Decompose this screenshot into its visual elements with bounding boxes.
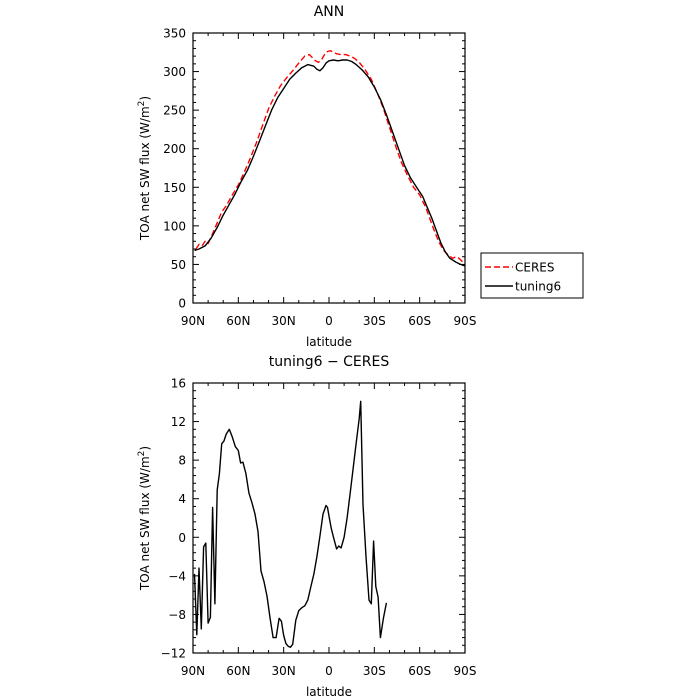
- chart-title: tuning6 − CERES: [269, 354, 390, 370]
- x-axis-label: latitude: [306, 335, 352, 349]
- y-axis-label-superscript: 2: [137, 101, 147, 107]
- y-tick-label: −4: [168, 569, 186, 583]
- y-axis-label-main: TOA net SW flux (W/m: [138, 456, 152, 591]
- legend-label: tuning6: [515, 280, 561, 294]
- y-axis-label: TOA net SW flux (W/m2): [137, 96, 152, 241]
- y-tick-label: 350: [163, 27, 186, 41]
- series-line-tuning6: [194, 59, 466, 267]
- y-tick-label: 300: [163, 65, 186, 79]
- x-tick-label: 0: [325, 314, 333, 328]
- x-tick-label: 90N: [181, 664, 205, 678]
- legend-label: CERES: [515, 261, 555, 275]
- legend-box: [480, 252, 584, 299]
- bottom-panel: 90N 60N 30N 0 30S 60S 90S −12 −8 −4 0 4 8 12 16 tuning6…: [137, 354, 476, 699]
- y-tick-label: 150: [163, 181, 186, 195]
- y-axis-label-close: ): [138, 446, 152, 451]
- top-panel: 90N 60N 30N 0 30S 60S 90S 0 50 100 150 200 250 300 350…: [137, 4, 476, 349]
- x-axis-label: latitude: [306, 685, 352, 699]
- x-tick-label: 60N: [226, 314, 250, 328]
- y-tick-label: 12: [171, 415, 186, 429]
- x-tick-label: 30S: [363, 314, 386, 328]
- legend: CERES tuning6: [480, 252, 584, 299]
- y-tick-label: 0: [178, 297, 186, 311]
- y-tick-label: 200: [163, 142, 186, 156]
- series-line-ceres: [195, 50, 466, 264]
- x-tick-label: 30N: [272, 664, 296, 678]
- x-tick-label: 30S: [363, 664, 386, 678]
- y-tick-label: 16: [171, 377, 186, 391]
- x-tick-label: 60S: [408, 664, 431, 678]
- y-axis-label-close: ): [138, 96, 152, 101]
- series-line-tuning6-ceres: [193, 400, 388, 648]
- y-tick-label: −8: [168, 608, 186, 622]
- x-tick-label: 90S: [454, 664, 477, 678]
- y-tick-label: 50: [171, 258, 186, 272]
- x-tick-label: 30N: [272, 314, 296, 328]
- y-tick-label: 8: [178, 454, 186, 468]
- x-tick-label: 60N: [226, 664, 250, 678]
- y-tick-label: 4: [178, 492, 186, 506]
- y-tick-label: −12: [161, 647, 186, 661]
- chart-title: ANN: [314, 4, 345, 20]
- x-tick-label: 90N: [181, 314, 205, 328]
- x-tick-label: 60S: [408, 314, 431, 328]
- y-tick-label: 250: [163, 104, 186, 118]
- y-axis-label-main: TOA net SW flux (W/m: [138, 106, 152, 241]
- y-axis-label: TOA net SW flux (W/m2): [137, 446, 152, 591]
- y-tick-label: 100: [163, 219, 186, 233]
- x-tick-label: 90S: [454, 314, 477, 328]
- y-tick-label: 0: [178, 531, 186, 545]
- x-tick-label: 0: [325, 664, 333, 678]
- y-axis-label-superscript: 2: [137, 451, 147, 457]
